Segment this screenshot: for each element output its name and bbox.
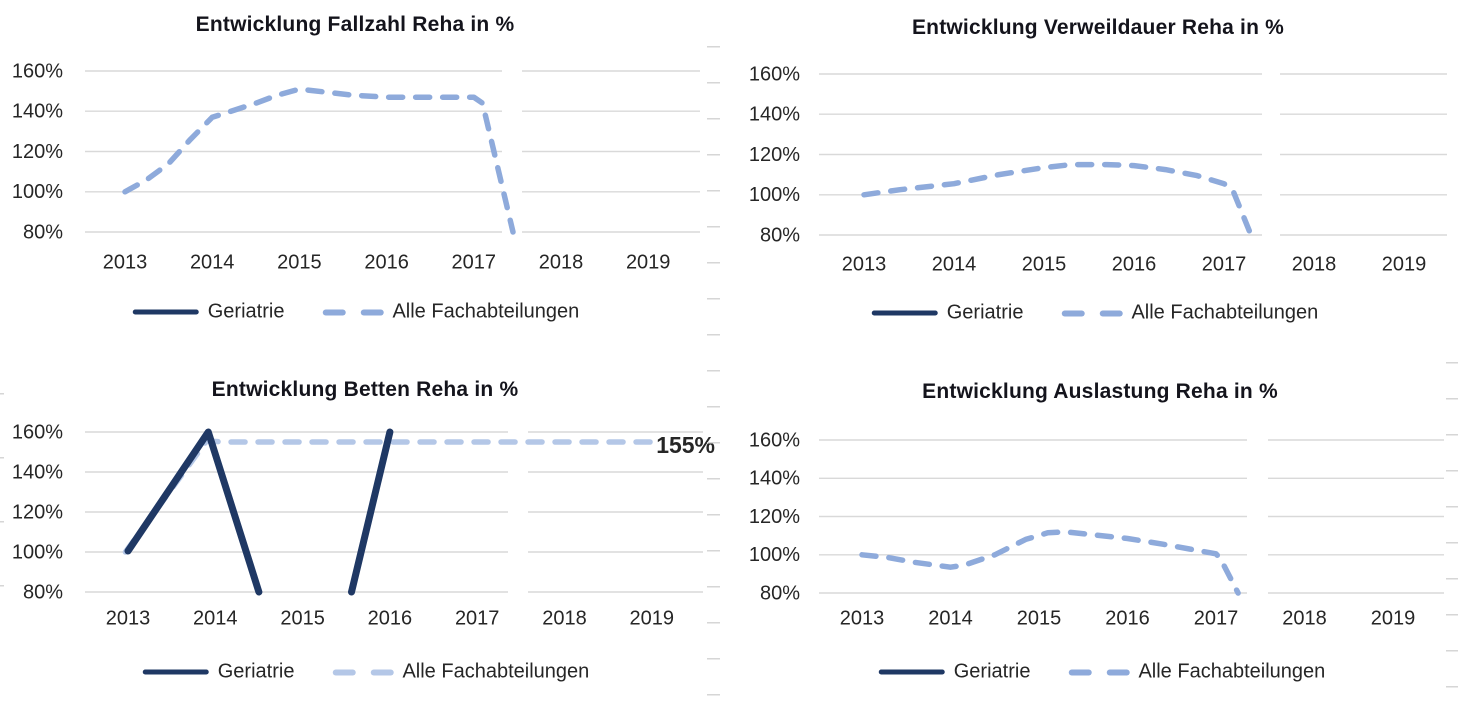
x-tick-label: 2016: [364, 251, 409, 273]
chart-fallzahl: 160% 140% 120% 100% 80% 2013 2014 2015 2016 2017 2…: [0, 0, 729, 354]
x-tick-label: 2015: [1022, 253, 1067, 275]
x-tick-label: 2014: [193, 607, 238, 629]
y-tick-label: 120%: [12, 501, 63, 523]
alle-fachabteilungen-line-swatch: [1068, 669, 1130, 675]
geriatrie-line-swatch: [878, 669, 945, 675]
legend-fallzahl: Geriatrie Alle Fachabteilungen: [132, 300, 579, 324]
plot-area-betten: 160% 140% 120% 100% 80% 2013 2014 2015 2016 2017 2…: [12, 421, 715, 629]
legend-label-alle-fachabteilungen: Alle Fachabteilungen: [1138, 660, 1326, 683]
alle-fachabteilungen-line-swatch: [1061, 310, 1123, 316]
x-tick-label: 2013: [103, 251, 148, 273]
legend-label-geriatrie: Geriatrie: [207, 300, 285, 323]
data-label-155: 155%: [656, 432, 715, 458]
geriatrie-line-swatch: [132, 309, 199, 315]
y-tick-label: 100%: [12, 181, 63, 203]
chart-title-fallzahl: Entwicklung Fallzahl Reha in %: [195, 13, 515, 36]
y-tick-label: 160%: [749, 63, 800, 85]
legend-item-geriatrie: Geriatrie: [132, 300, 285, 324]
y-tick-label: 80%: [23, 581, 63, 603]
plot-area-auslastung: 160% 140% 120% 100% 80% 2013 2014 2015 2016 2017 2…: [749, 429, 1444, 629]
chart-betten: 160% 140% 120% 100% 80% 2013 2014 2015 2016 2017 2…: [0, 354, 729, 708]
y-tick-label: 140%: [12, 100, 63, 122]
alle-fachabteilungen-line: [859, 529, 1241, 596]
x-tick-label: 2018: [539, 251, 584, 273]
legend-label-alle-fachabteilungen: Alle Fachabteilungen: [402, 660, 590, 683]
y-tick-label: 100%: [749, 184, 800, 206]
x-tick-label: 2018: [542, 607, 587, 629]
geriatrie-line-swatch: [142, 669, 209, 675]
legend-label-geriatrie: Geriatrie: [953, 660, 1031, 683]
y-tick-label: 120%: [749, 144, 800, 166]
x-tick-label: 2016: [1105, 607, 1150, 629]
alle-fachabteilungen-line: [122, 86, 516, 235]
legend-item-geriatrie: Geriatrie: [871, 301, 1024, 325]
legend-label-alle-fachabteilungen: Alle Fachabteilungen: [392, 300, 580, 323]
alle-fachabteilungen-line: [861, 161, 1254, 238]
plot-area-fallzahl: 160% 140% 120% 100% 80% 2013 2014 2015 2016 2017 2…: [12, 60, 700, 273]
x-tick-label: 2014: [928, 607, 973, 629]
geriatrie-line: [124, 428, 263, 596]
chart-title-auslastung: Entwicklung Auslastung Reha in %: [922, 380, 1278, 403]
x-tick-label: 2019: [626, 251, 671, 273]
axis-tick-artifacts-right: [1446, 362, 1458, 706]
x-tick-label: 2017: [455, 607, 500, 629]
y-tick-label: 100%: [12, 541, 63, 563]
x-tick-label: 2015: [277, 251, 322, 273]
y-tick-label: 160%: [12, 60, 63, 82]
x-tick-label: 2018: [1292, 253, 1337, 275]
axis-tick-artifacts-middle: [707, 46, 720, 698]
y-tick-label: 140%: [749, 468, 800, 490]
legend-item-alle-fachabteilungen: Alle Fachabteilungen: [1068, 661, 1325, 684]
y-tick-label: 120%: [749, 506, 800, 528]
legend-label-geriatrie: Geriatrie: [217, 660, 295, 683]
legend-item-alle-fachabteilungen: Alle Fachabteilungen: [332, 661, 589, 684]
y-tick-label: 140%: [12, 461, 63, 483]
x-tick-label: 2013: [106, 607, 151, 629]
x-tick-label: 2013: [840, 607, 885, 629]
x-tick-label: 2019: [1371, 607, 1416, 629]
chart-title-betten: Entwicklung Betten Reha in %: [211, 378, 519, 401]
x-tick-label: 2014: [932, 253, 977, 275]
legend-item-geriatrie: Geriatrie: [142, 660, 295, 684]
x-tick-label: 2017: [1194, 607, 1239, 629]
y-tick-label: 80%: [760, 224, 800, 246]
legend-verweildauer: Geriatrie Alle Fachabteilungen: [871, 301, 1318, 325]
alle-fachabteilungen-line-swatch: [322, 309, 384, 315]
x-tick-label: 2013: [842, 253, 887, 275]
axis-tick-artifacts-left: [0, 393, 4, 648]
chart-auslastung: 160% 140% 120% 100% 80% 2013 2014 2015 2016 2017 2…: [729, 354, 1459, 708]
x-tick-label: 2016: [368, 607, 413, 629]
legend-label-alle-fachabteilungen: Alle Fachabteilungen: [1131, 301, 1319, 324]
y-tick-label: 160%: [749, 429, 800, 451]
chart-title-verweildauer: Entwicklung Verweildauer Reha in %: [911, 16, 1285, 39]
x-tick-label: 2017: [452, 251, 497, 273]
x-tick-label: 2015: [280, 607, 325, 629]
geriatrie-line-swatch: [871, 310, 938, 316]
y-tick-label: 100%: [749, 544, 800, 566]
legend-betten: Geriatrie Alle Fachabteilungen: [142, 660, 589, 684]
legend-item-alle-fachabteilungen: Alle Fachabteilungen: [1061, 302, 1318, 325]
legend-item-geriatrie: Geriatrie: [878, 660, 1031, 684]
y-tick-label: 160%: [12, 421, 63, 443]
y-tick-label: 80%: [760, 582, 800, 604]
x-tick-label: 2017: [1202, 253, 1247, 275]
alle-fachabteilungen-line: [122, 438, 655, 555]
x-tick-label: 2019: [630, 607, 675, 629]
x-tick-label: 2015: [1017, 607, 1062, 629]
legend-label-geriatrie: Geriatrie: [946, 301, 1024, 324]
geriatrie-line: [348, 428, 394, 596]
x-tick-label: 2014: [190, 251, 235, 273]
x-tick-label: 2016: [1112, 253, 1157, 275]
legend-item-alle-fachabteilungen: Alle Fachabteilungen: [322, 301, 579, 324]
plot-area-verweildauer: 160% 140% 120% 100% 80% 2013 2014 2015 2016 2017 2…: [749, 63, 1447, 275]
legend-auslastung: Geriatrie Alle Fachabteilungen: [878, 660, 1325, 684]
x-tick-label: 2019: [1382, 253, 1427, 275]
chart-verweildauer: 160% 140% 120% 100% 80% 2013 2014 2015 2016 2017 2…: [729, 0, 1459, 354]
x-tick-label: 2018: [1282, 607, 1327, 629]
y-tick-label: 140%: [749, 103, 800, 125]
alle-fachabteilungen-line-swatch: [332, 669, 394, 675]
y-tick-label: 120%: [12, 141, 63, 163]
y-tick-label: 80%: [23, 221, 63, 243]
